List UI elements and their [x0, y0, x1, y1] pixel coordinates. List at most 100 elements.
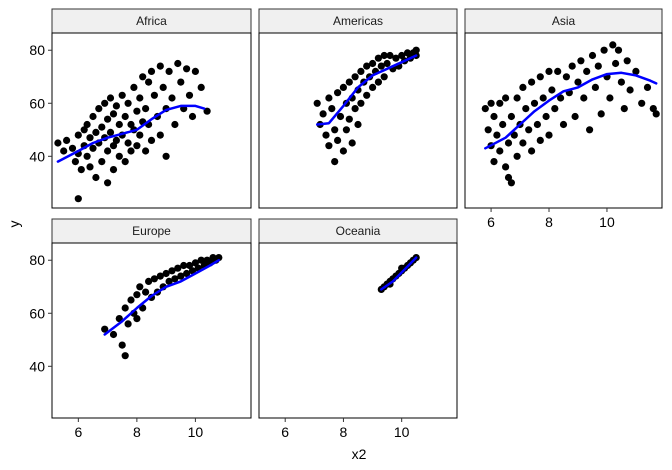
data-point	[369, 83, 377, 91]
data-point	[562, 73, 571, 81]
data-point	[165, 277, 173, 285]
data-point	[542, 112, 550, 121]
data-point	[493, 131, 501, 139]
data-point	[334, 89, 342, 97]
data-point	[165, 67, 173, 75]
data-point	[174, 264, 182, 272]
strip-label-europe: Europe	[132, 224, 171, 238]
data-point	[345, 78, 353, 86]
data-point	[86, 134, 94, 142]
data-point	[145, 78, 153, 86]
data-point	[133, 142, 141, 150]
data-point	[147, 136, 156, 144]
data-point	[86, 163, 94, 171]
data-point	[322, 131, 330, 139]
data-point	[115, 315, 123, 323]
data-point	[124, 99, 132, 107]
data-point	[392, 54, 400, 62]
strip-europe	[51, 218, 252, 244]
y-tick-label: 80	[29, 42, 45, 58]
data-point	[185, 91, 194, 99]
points-africa	[54, 59, 211, 203]
strip-africa	[51, 8, 252, 34]
data-point	[331, 158, 339, 166]
data-point	[568, 62, 576, 70]
strip-label-asia: Asia	[552, 14, 576, 28]
data-point	[328, 105, 336, 113]
data-point	[121, 304, 129, 312]
data-point	[313, 99, 321, 107]
data-point	[145, 277, 153, 285]
data-point	[374, 78, 382, 86]
data-point	[398, 51, 406, 60]
data-point	[507, 112, 515, 121]
data-point	[109, 330, 118, 339]
data-point	[106, 94, 115, 102]
smooth-line-asia	[484, 71, 658, 150]
smooth-line-americas	[315, 54, 418, 126]
strip-oceania	[258, 218, 458, 244]
data-point	[649, 105, 657, 113]
data-point	[133, 315, 141, 323]
data-point	[101, 325, 109, 333]
data-point	[191, 259, 199, 267]
data-point	[363, 91, 371, 99]
data-point	[597, 110, 605, 118]
x-tick-label: 10	[599, 214, 615, 230]
data-point	[632, 67, 640, 75]
data-point	[612, 59, 620, 68]
data-point	[345, 115, 353, 123]
data-point	[89, 144, 97, 152]
strip-label-americas: Americas	[333, 14, 383, 28]
data-point	[339, 147, 347, 155]
data-point	[156, 131, 164, 139]
data-point	[377, 62, 385, 70]
data-point	[496, 147, 504, 155]
data-point	[171, 275, 179, 283]
data-point	[513, 152, 521, 160]
data-point	[606, 94, 614, 102]
panels: Africa 40 60 80 Americas Asia 6 8 10 Europe 40 60 80…	[29, 8, 663, 440]
data-point	[124, 139, 132, 147]
data-point	[586, 126, 594, 134]
panel-oceania: Oceania 6 8 10	[258, 218, 458, 440]
data-point	[354, 120, 362, 129]
data-point	[490, 158, 498, 166]
y-tick-label: 60	[29, 305, 45, 321]
data-point	[168, 94, 176, 102]
x-axis-title: x2	[352, 446, 367, 462]
data-point	[614, 46, 623, 54]
data-point	[127, 296, 135, 304]
data-point	[183, 269, 191, 278]
data-point	[104, 147, 112, 155]
data-point	[177, 272, 185, 280]
data-point	[638, 99, 646, 107]
data-point	[98, 123, 106, 131]
data-point	[357, 67, 365, 75]
data-point	[118, 341, 126, 349]
data-point	[519, 139, 527, 147]
data-point	[162, 152, 170, 160]
data-point	[336, 112, 345, 121]
data-point	[147, 67, 156, 75]
data-point	[380, 73, 388, 81]
data-point	[156, 62, 164, 70]
data-point	[83, 152, 91, 160]
data-point	[319, 110, 327, 118]
data-point	[513, 94, 521, 102]
x-tick-label: 10	[188, 424, 204, 440]
y-axis-title: y	[6, 221, 22, 228]
data-point	[98, 158, 106, 166]
data-point	[583, 67, 591, 75]
data-point	[159, 83, 167, 91]
panel-americas: Americas	[258, 8, 458, 209]
data-point	[133, 291, 141, 299]
data-point	[197, 83, 205, 91]
data-point	[168, 267, 176, 275]
data-point	[83, 120, 91, 129]
smooth-line-oceania	[380, 256, 418, 291]
data-point	[156, 272, 164, 280]
data-point	[89, 112, 97, 121]
data-point	[104, 115, 112, 123]
data-point	[121, 158, 129, 166]
